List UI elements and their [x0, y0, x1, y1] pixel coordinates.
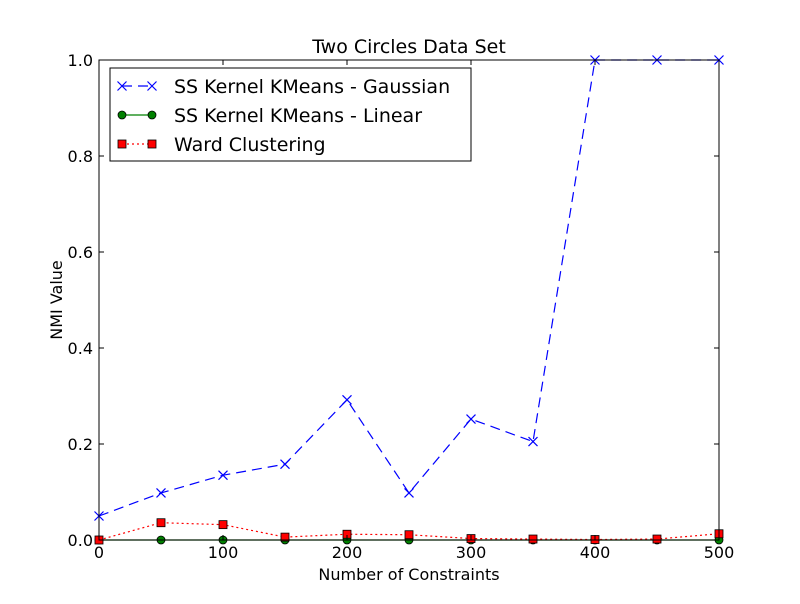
data-point: [404, 530, 414, 540]
y-tick-label: 0.6: [68, 243, 93, 262]
x-axis-label: Number of Constraints: [318, 565, 499, 584]
data-point: [404, 488, 414, 498]
x-tick-label: 400: [580, 543, 611, 562]
data-point: [652, 534, 662, 544]
data-point: [342, 394, 352, 405]
y-tick-label: 0.4: [68, 339, 93, 358]
y-tick-label: 1.0: [68, 51, 93, 70]
legend-label: SS Kernel KMeans - Linear: [174, 105, 422, 127]
legend-item: SS Kernel KMeans - Linear: [117, 105, 422, 127]
x-tick-label: 100: [208, 543, 239, 562]
data-point: [528, 436, 538, 447]
data-point: [528, 534, 538, 544]
legend-label: SS Kernel KMeans - Gaussian: [174, 76, 450, 98]
y-tick-label: 0.2: [68, 435, 93, 454]
x-tick-label: 0: [94, 543, 104, 562]
data-point: [466, 414, 476, 424]
legend-label: Ward Clustering: [174, 134, 326, 156]
legend-box: [109, 67, 472, 162]
chart-title: Two Circles Data Set: [311, 36, 506, 58]
legend-item: Ward Clustering: [117, 134, 326, 156]
x-tick-label: 300: [456, 543, 487, 562]
legend-marker: [117, 81, 127, 91]
data-point: [218, 520, 228, 530]
legend: SS Kernel KMeans - Gaussian SS Kernel KMe…: [109, 67, 472, 162]
legend-marker: [147, 81, 157, 91]
data-point: [156, 518, 166, 528]
legend-marker: [147, 139, 157, 149]
plot-frame: [98, 59, 720, 541]
legend-item: SS Kernel KMeans - Gaussian: [117, 76, 450, 98]
series-line: [98, 522, 720, 541]
y-axis-label: NMI Value: [47, 260, 66, 340]
data-point: [218, 470, 228, 481]
y-tick-label: 0.8: [68, 147, 93, 166]
y-tick-label: 0.0: [68, 531, 93, 550]
legend-marker: [117, 110, 127, 120]
legend-marker: [117, 139, 127, 149]
x-tick-label: 200: [332, 543, 363, 562]
data-point: [280, 532, 290, 542]
data-point: [156, 488, 166, 498]
legend-marker: [147, 110, 157, 120]
x-tick-label: 500: [704, 543, 735, 562]
data-point: [280, 459, 290, 470]
